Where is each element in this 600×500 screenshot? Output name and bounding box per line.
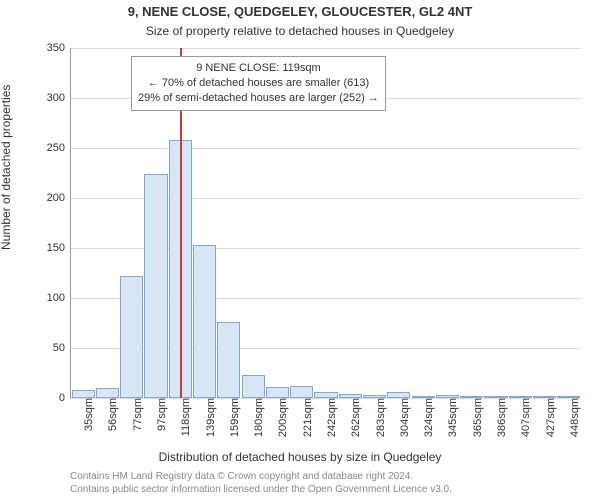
annotation-line2: ← 70% of detached houses are smaller (61… bbox=[138, 76, 379, 91]
y-tick-label: 300 bbox=[47, 92, 71, 104]
x-tick-label: 324sqm bbox=[423, 398, 435, 437]
x-tick-label: 304sqm bbox=[399, 398, 411, 437]
x-tick-label: 180sqm bbox=[253, 398, 265, 437]
x-tick-label: 159sqm bbox=[229, 398, 241, 437]
x-tick-label: 118sqm bbox=[180, 398, 192, 436]
x-tick-label: 262sqm bbox=[350, 398, 362, 437]
x-tick-label: 56sqm bbox=[107, 398, 119, 431]
y-tick-label: 0 bbox=[59, 392, 71, 404]
y-tick-label: 200 bbox=[47, 192, 71, 204]
x-tick-label: 448sqm bbox=[569, 398, 581, 437]
y-tick-label: 350 bbox=[47, 42, 71, 54]
credits-line1: Contains HM Land Registry data © Crown c… bbox=[70, 470, 452, 483]
x-tick-label: 427sqm bbox=[545, 398, 557, 437]
y-tick-label: 50 bbox=[53, 342, 71, 354]
x-tick-label: 139sqm bbox=[205, 398, 217, 437]
y-tick-label: 100 bbox=[47, 292, 71, 304]
chart-subtitle: Size of property relative to detached ho… bbox=[0, 24, 600, 38]
annotation-layer: 9 NENE CLOSE: 119sqm ← 70% of detached h… bbox=[71, 48, 581, 398]
annotation-line3: 29% of semi-detached houses are larger (… bbox=[138, 91, 379, 106]
chart-title: 9, NENE CLOSE, QUEDGELEY, GLOUCESTER, GL… bbox=[0, 4, 600, 19]
annotation-line1: 9 NENE CLOSE: 119sqm bbox=[138, 61, 379, 76]
x-tick-label: 242sqm bbox=[326, 398, 338, 437]
x-tick-label: 221sqm bbox=[302, 398, 314, 437]
x-tick-label: 345sqm bbox=[447, 398, 459, 437]
x-tick-label: 77sqm bbox=[132, 398, 144, 431]
x-tick-label: 35sqm bbox=[83, 398, 95, 431]
x-axis-label: Distribution of detached houses by size … bbox=[0, 450, 600, 464]
x-tick-label: 97sqm bbox=[156, 398, 168, 431]
x-tick-label: 283sqm bbox=[375, 398, 387, 437]
x-tick-label: 386sqm bbox=[496, 398, 508, 437]
y-tick-label: 250 bbox=[47, 142, 71, 154]
plot-area: 050100150200250300350 35sqm56sqm77sqm97s… bbox=[70, 48, 581, 399]
x-tick-label: 407sqm bbox=[520, 398, 532, 437]
x-tick-label: 200sqm bbox=[277, 398, 289, 437]
credits: Contains HM Land Registry data © Crown c… bbox=[70, 470, 452, 496]
annotation-box: 9 NENE CLOSE: 119sqm ← 70% of detached h… bbox=[131, 56, 386, 111]
y-axis-label: Number of detached properties bbox=[0, 85, 13, 250]
x-tick-label: 365sqm bbox=[472, 398, 484, 437]
credits-line2: Contains public sector information licen… bbox=[70, 483, 452, 496]
y-tick-label: 150 bbox=[47, 242, 71, 254]
